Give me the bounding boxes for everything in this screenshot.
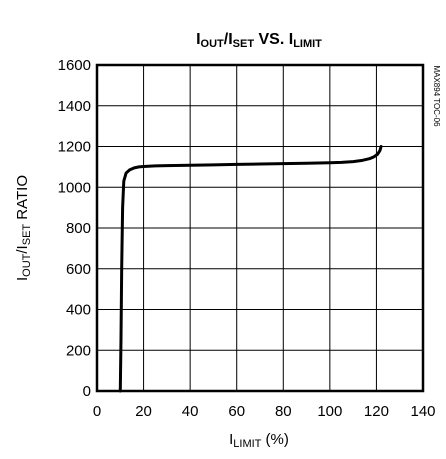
y-tick-label: 1600 [58,57,91,74]
x-axis-label: ILIMIT (%) [229,431,289,450]
y-axis-label: IOUT/ISET RATIO [14,175,33,281]
x-tick-label: 20 [135,403,152,420]
plot-frame [95,63,425,393]
y-tick-label: 800 [66,220,91,237]
x-tick-label: 120 [364,403,389,420]
x-tick-labels: 0 20 40 60 80 100 120 140 [93,403,436,420]
x-tick-label: 60 [228,403,245,420]
x-tick-label: 80 [275,403,292,420]
y-tick-label: 400 [66,302,91,319]
series-line [118,145,383,393]
y-tick-labels: 0 200 400 600 800 1000 1200 1400 1600 [58,57,91,400]
x-tick-label: 40 [182,403,199,420]
grid-lines [96,64,424,392]
chart-title: IOUT/ISET VS. ILIMIT [196,31,322,50]
x-tick-label: 0 [93,403,101,420]
x-tick-label: 100 [317,403,342,420]
y-tick-label: 200 [66,342,91,359]
y-tick-label: 1400 [58,98,91,115]
figure-code-label: MAX894 TOC-06 [432,65,441,127]
y-tick-label: 600 [66,261,91,278]
y-tick-label: 1000 [58,179,91,196]
x-tick-label: 140 [410,403,435,420]
y-tick-label: 0 [83,383,91,400]
y-tick-label: 1200 [58,139,91,156]
